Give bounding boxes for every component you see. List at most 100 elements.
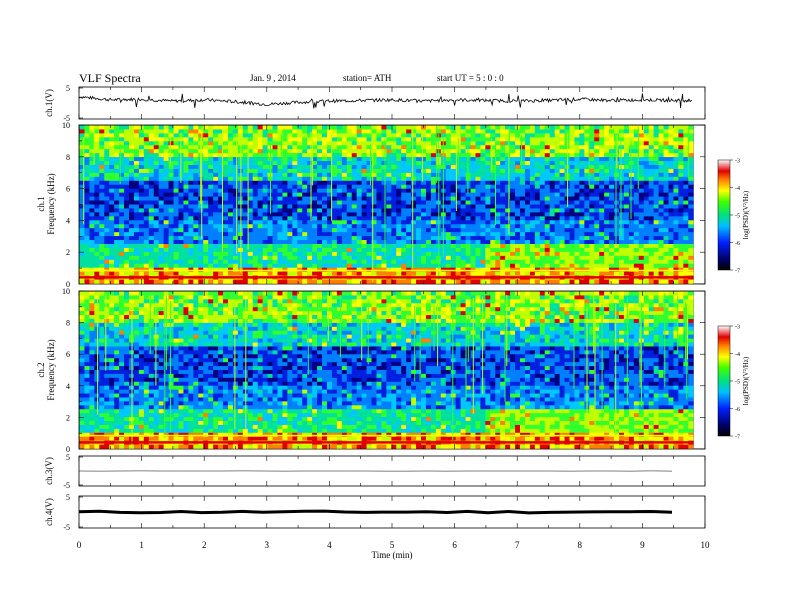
spectrogram-cell xyxy=(430,247,437,253)
spectrogram-cell xyxy=(361,125,367,130)
spectrogram-cell xyxy=(500,180,506,186)
spectrogram-cell xyxy=(336,137,343,142)
spectrogram-cell xyxy=(549,137,555,142)
spectrogram-cell xyxy=(252,232,258,237)
spectrogram-cell xyxy=(114,192,120,197)
spectrogram-cell xyxy=(440,263,447,268)
spectrogram-cell xyxy=(673,232,679,237)
spectrogram-cell xyxy=(574,133,580,138)
spectrogram-cell xyxy=(549,184,555,189)
spectrogram-cell xyxy=(599,216,605,221)
spectrogram-cell xyxy=(322,157,328,162)
spectrogram-cell xyxy=(589,271,595,276)
spectrogram-cell xyxy=(148,176,155,182)
spectrogram-cell xyxy=(549,240,555,245)
spectrogram-cell xyxy=(643,165,649,170)
spectrogram-cell xyxy=(658,216,664,221)
spectrogram-cell xyxy=(277,216,283,221)
spectrogram-cell xyxy=(604,271,610,276)
spectrogram-cell xyxy=(574,125,580,130)
spectrogram-cell xyxy=(277,240,283,245)
spectrogram-cell xyxy=(495,137,501,142)
spectrogram-cell xyxy=(312,200,318,205)
spectrogram-cell xyxy=(648,157,654,162)
spectrogram-cell xyxy=(658,141,664,146)
spectrogram-cell xyxy=(604,172,610,178)
spectrogram-cell xyxy=(663,192,669,197)
spectrogram-cell xyxy=(232,196,239,201)
spectrogram-cell xyxy=(178,180,184,186)
spectrogram-cell xyxy=(564,125,570,130)
spectrogram-cell xyxy=(584,180,590,186)
spectrogram-cell xyxy=(208,212,214,217)
spectrogram-cell xyxy=(544,137,550,142)
spectrogram-cell xyxy=(336,145,343,150)
spectrogram-cell xyxy=(658,200,664,205)
spectrogram-cell xyxy=(653,212,659,217)
spectrogram-cell xyxy=(366,172,372,178)
spectrogram-cell xyxy=(628,141,635,146)
spectrogram-cell xyxy=(99,228,105,233)
spectrogram-cell xyxy=(148,161,155,166)
spectrogram-cell xyxy=(232,240,239,245)
spectrogram-cell xyxy=(554,180,560,186)
spectrogram-cell xyxy=(673,188,679,193)
spectrogram-cell xyxy=(485,145,491,150)
spectrogram-cell xyxy=(480,176,486,182)
spectrogram-cell xyxy=(480,165,486,170)
spectrogram-cell xyxy=(386,145,392,150)
spectrogram-cell xyxy=(643,236,649,241)
spectrogram-cell xyxy=(331,232,338,237)
spectrogram-cell xyxy=(554,236,560,241)
spectrogram-cell xyxy=(430,184,437,189)
spectrogram-cell xyxy=(628,263,635,268)
spectrogram-cell xyxy=(277,247,283,253)
spectrogram-cell xyxy=(237,133,244,138)
spectrogram-cell xyxy=(193,271,199,276)
spectrogram-cell xyxy=(688,212,694,217)
spectrogram-cell xyxy=(381,161,387,166)
spectrogram-cell xyxy=(99,232,105,237)
spectrogram-cell xyxy=(648,263,654,268)
spectrogram-cell xyxy=(227,279,234,284)
spectrogram-cell xyxy=(539,224,546,229)
spectrogram-cell xyxy=(485,200,491,205)
spectrogram-cell xyxy=(470,141,476,146)
spectrogram-cell xyxy=(460,208,466,213)
spectrogram-cell xyxy=(366,228,372,233)
spectrogram-cell xyxy=(104,271,110,276)
spectrogram-cell xyxy=(658,279,664,284)
spectrogram-cell xyxy=(421,220,427,225)
spectrogram-cell xyxy=(317,184,323,189)
spectrogram-cell xyxy=(430,192,437,197)
spectrogram-cell xyxy=(559,137,565,142)
spectrogram-cell xyxy=(381,196,387,201)
spectrogram-cell xyxy=(346,255,353,261)
spectrogram-cell xyxy=(668,141,674,146)
spectrogram-cell xyxy=(515,168,521,174)
spectrogram-cell xyxy=(351,224,357,229)
spectrogram-cell xyxy=(361,133,367,138)
spectrogram-cell xyxy=(559,172,565,178)
spectrogram-cell xyxy=(163,149,169,154)
spectrogram-cell xyxy=(614,224,620,229)
spectrogram-cell xyxy=(594,133,600,138)
spectrogram-cell xyxy=(663,200,669,205)
spectrogram-cell xyxy=(524,228,531,233)
spectrogram-cell xyxy=(589,228,595,233)
spectrogram-cell xyxy=(683,204,689,209)
spectrogram-cell xyxy=(326,259,333,265)
spectrogram-cell xyxy=(168,236,174,241)
spectrogram-cell xyxy=(450,165,456,170)
spectrogram-cell xyxy=(628,247,635,253)
spectrogram-cell xyxy=(450,176,456,182)
spectrogram-cell xyxy=(386,192,392,197)
spectrogram-cell xyxy=(495,153,501,158)
spectrogram-cell xyxy=(485,129,491,134)
spectrogram-cell xyxy=(604,204,610,209)
spectrogram-cell xyxy=(257,172,263,178)
spectrogram-cell xyxy=(668,240,674,245)
spectrogram-cell xyxy=(361,247,367,253)
spectrogram-cell xyxy=(589,220,595,225)
spectrogram-cell xyxy=(421,208,427,213)
